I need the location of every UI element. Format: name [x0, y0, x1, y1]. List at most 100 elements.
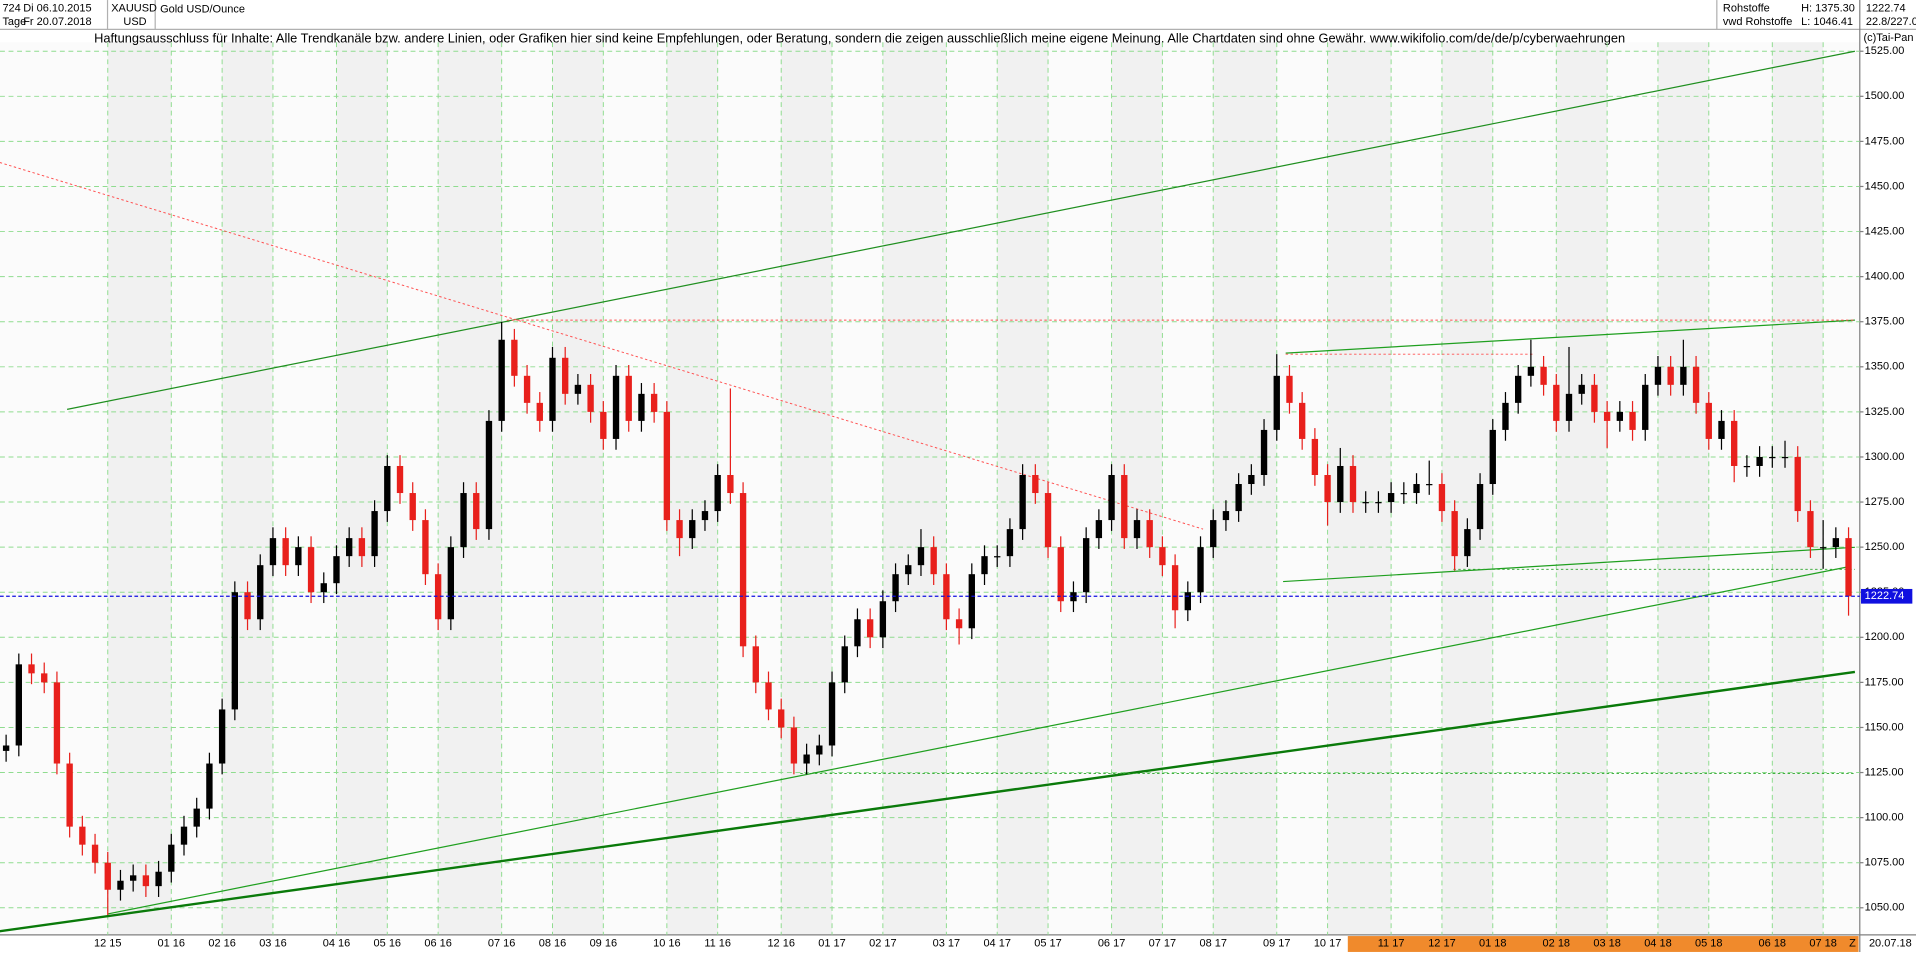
candle-body	[1006, 529, 1014, 557]
month-stripe	[781, 42, 833, 935]
x-tick-label: 10 17	[1314, 937, 1342, 949]
x-tick-label: 06 18	[1759, 937, 1787, 949]
candle-body	[994, 556, 1001, 558]
candle-body	[1324, 475, 1331, 503]
header-name: Gold USD/Ounce	[160, 4, 245, 16]
candle-body	[244, 592, 251, 620]
candle-body	[1133, 520, 1141, 539]
candle-body	[1845, 538, 1852, 597]
copyright: (c)Tai-Pan	[1863, 32, 1913, 44]
month-stripe	[1556, 42, 1608, 935]
candle-body	[1349, 465, 1357, 503]
candle-body	[1807, 511, 1814, 548]
candle-body	[15, 664, 22, 746]
candle-body	[485, 420, 493, 530]
month-stripe	[1441, 42, 1493, 935]
x-tick-label: 01 17	[818, 937, 846, 949]
candle-body	[1273, 375, 1280, 430]
x-tick-label: 06 17	[1098, 937, 1126, 949]
candle-body	[905, 565, 912, 575]
candle-body	[307, 547, 315, 593]
candle-body	[218, 709, 226, 764]
candle-body	[295, 547, 302, 566]
x-tick-label: 06 16	[424, 937, 452, 949]
candle-body	[333, 556, 340, 584]
candle-body	[422, 520, 429, 575]
candle-body	[1159, 547, 1166, 566]
candle-body	[1464, 529, 1471, 557]
candle-body	[1260, 429, 1268, 476]
candle-body	[396, 465, 404, 494]
month-stripe	[882, 42, 947, 935]
candle-body	[1629, 411, 1636, 430]
candle-body	[1667, 366, 1674, 385]
candle-body	[384, 465, 391, 512]
header-currency: USD	[123, 16, 146, 28]
last-price-box	[1861, 588, 1913, 604]
candle-body	[1375, 502, 1382, 504]
x-tick-label: 02 17	[869, 937, 897, 949]
candle-body	[701, 511, 709, 521]
candle-body	[562, 357, 569, 394]
candle-body	[1337, 465, 1344, 503]
x-tick-label: 07 16	[488, 937, 516, 949]
candle-body	[28, 664, 35, 674]
candle-body	[117, 880, 124, 890]
y-tick-label: 1050.00	[1865, 902, 1905, 914]
candle-body	[612, 375, 620, 439]
candle-body	[1705, 402, 1712, 439]
candle-body	[1019, 475, 1026, 530]
candle-body	[523, 375, 531, 403]
x-tick-label: 03 17	[933, 937, 961, 949]
plot-background	[0, 42, 1860, 935]
x-tick-label: 11 17	[1378, 937, 1405, 949]
candle-body	[1756, 456, 1763, 466]
trend-line	[1283, 546, 1855, 583]
candle-body	[269, 538, 277, 566]
candle-body	[1171, 565, 1179, 611]
candle-body	[1235, 484, 1242, 512]
candle-body	[168, 844, 175, 872]
candle-body	[1476, 484, 1484, 530]
candle-body	[1108, 475, 1115, 521]
candle-body	[778, 709, 785, 728]
candle-body	[1044, 493, 1052, 548]
header-low: L: 1046.41	[1801, 16, 1853, 28]
y-tick-label: 1450.00	[1865, 180, 1905, 192]
candle-body	[816, 745, 823, 755]
candle-body	[1515, 375, 1522, 403]
candle-body	[1527, 366, 1535, 376]
y-tick-label: 1175.00	[1865, 676, 1904, 688]
month-stripe	[1111, 42, 1163, 935]
x-tick-label: 12 15	[94, 937, 122, 949]
y-tick-label: 1075.00	[1865, 857, 1905, 869]
candle-body	[752, 646, 759, 683]
candle-body	[1426, 484, 1433, 486]
candle-body	[689, 520, 696, 539]
candle-body	[638, 393, 645, 421]
last-price-label: 1222.74	[1865, 590, 1905, 602]
candle-body	[1794, 456, 1801, 512]
candle-body	[1769, 456, 1776, 459]
candle-body	[1489, 429, 1496, 485]
x-tick-label: 12 17	[1428, 937, 1456, 949]
candle-body	[879, 601, 887, 638]
x-tick-label: 12 16	[767, 937, 795, 949]
candle-body	[943, 574, 950, 620]
x-tick-label: 08 17	[1199, 937, 1227, 949]
x-tick-label: 07 17	[1149, 937, 1177, 949]
candle-body	[1298, 402, 1306, 439]
y-tick-label: 1350.00	[1865, 361, 1905, 373]
month-stripe	[222, 42, 273, 935]
trend-line	[0, 162, 1204, 530]
candle-body	[1451, 511, 1458, 557]
y-tick-label: 1475.00	[1865, 135, 1905, 147]
x-tick-label: 09 17	[1263, 937, 1291, 949]
header-start-date: Di 06.10.2015	[23, 3, 91, 15]
trend-line	[0, 670, 1856, 933]
candle-body	[955, 619, 963, 629]
candle-body	[320, 583, 327, 593]
candle-body	[1654, 366, 1662, 385]
candle-body	[1400, 493, 1407, 495]
candle-body	[79, 826, 86, 845]
